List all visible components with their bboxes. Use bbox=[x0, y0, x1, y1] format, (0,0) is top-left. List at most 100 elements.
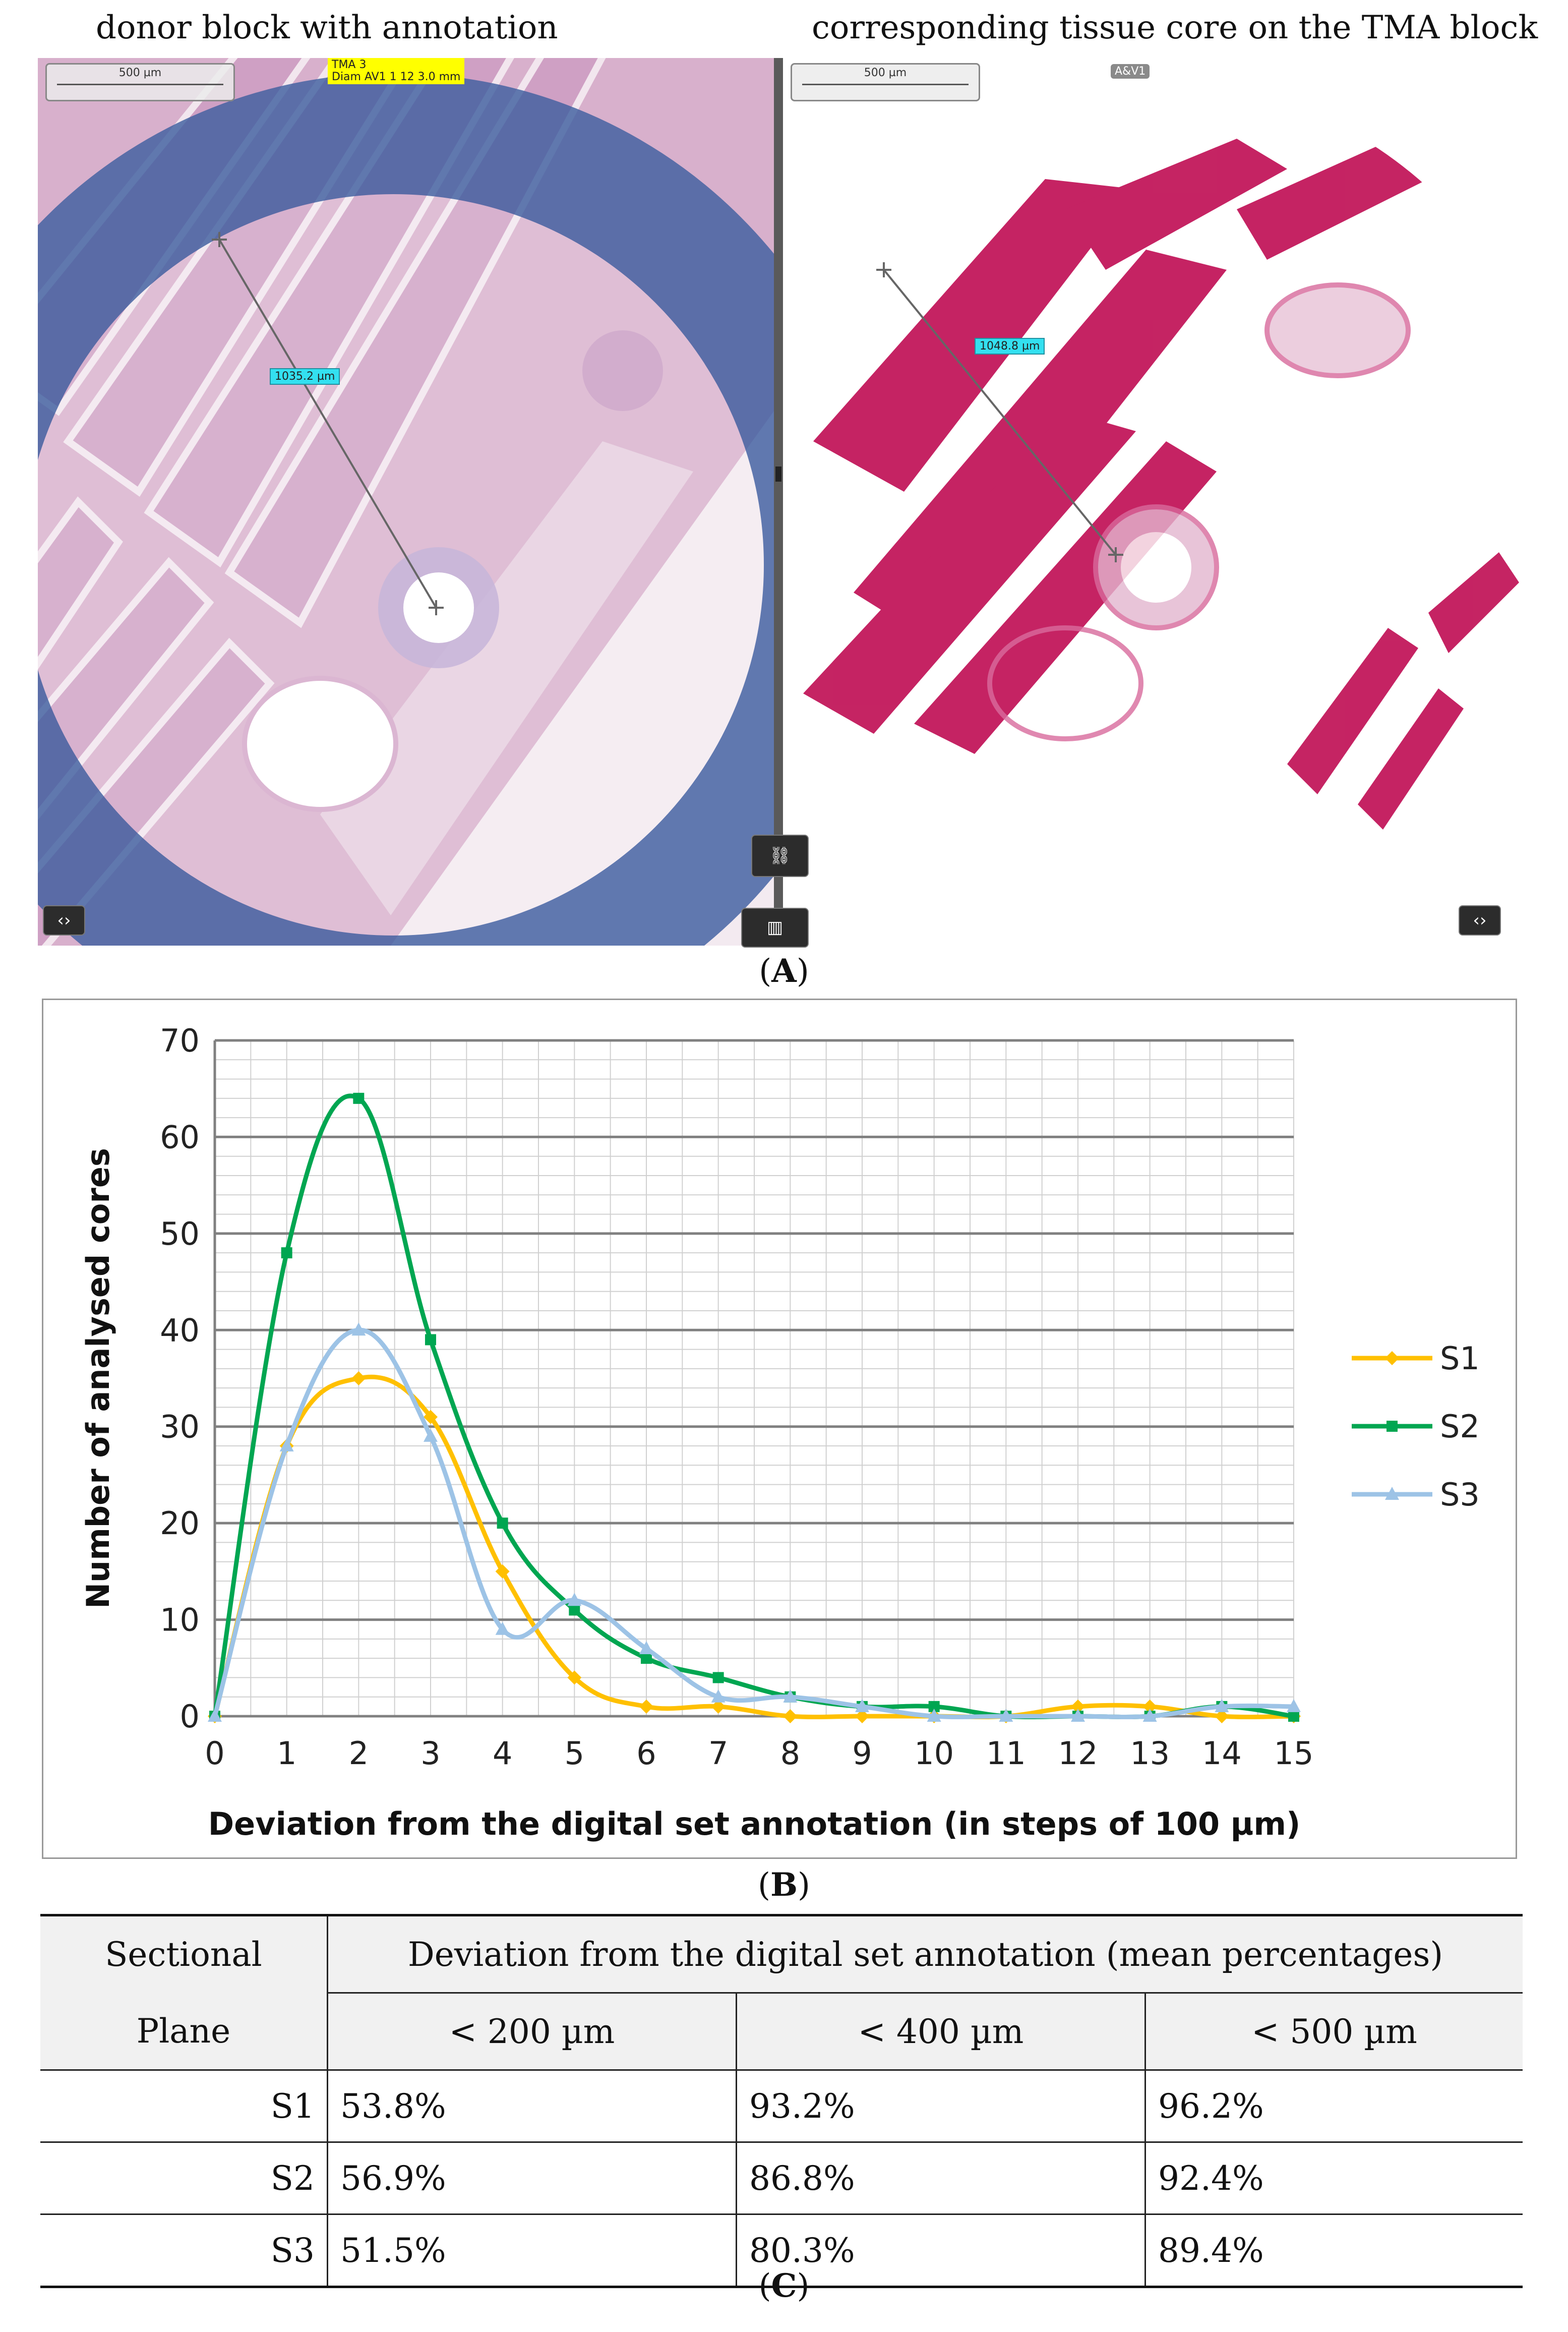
data-point-s1 bbox=[711, 1699, 726, 1714]
x-tick-label: 11 bbox=[986, 1735, 1026, 1772]
left-panel-caption: donor block with annotation bbox=[96, 9, 558, 46]
data-point-s3 bbox=[424, 1428, 438, 1442]
data-point-s1 bbox=[783, 1709, 798, 1723]
y-tick-label: 70 bbox=[160, 1022, 200, 1059]
data-point-s3 bbox=[567, 1593, 582, 1606]
table-row: S2 56.9% 86.8% 92.4% bbox=[40, 2141, 1523, 2215]
data-point-s3 bbox=[1071, 1709, 1085, 1722]
row-plane: S1 bbox=[40, 2069, 328, 2143]
y-tick-label: 60 bbox=[160, 1119, 200, 1155]
distance-measurement-label: 1035.2 µm bbox=[270, 368, 340, 385]
data-point-s1 bbox=[351, 1371, 366, 1385]
panel-b-label: (B) bbox=[757, 1866, 811, 1904]
viewer-divider[interactable] bbox=[774, 58, 783, 946]
distance-measurement-label: 1048.8 µm bbox=[975, 338, 1045, 355]
data-point-s3 bbox=[927, 1709, 941, 1722]
data-point-s1 bbox=[1071, 1699, 1085, 1714]
legend-label-s3: S3 bbox=[1440, 1476, 1480, 1513]
deviation-summary-table: Sectional Deviation from the digital set… bbox=[40, 1914, 1523, 2288]
y-tick-label: 40 bbox=[160, 1312, 200, 1349]
x-tick-label: 15 bbox=[1274, 1735, 1314, 1772]
y-tick-label: 0 bbox=[180, 1698, 200, 1735]
data-point-s3 bbox=[279, 1438, 294, 1451]
table-row: S1 53.8% 93.2% 96.2% bbox=[40, 2069, 1523, 2143]
header-deviation-group: Deviation from the digital set annotatio… bbox=[327, 1914, 1523, 1993]
header-sectional: Sectional bbox=[40, 1914, 328, 1993]
data-point-s1 bbox=[424, 1410, 438, 1424]
data-point-s2 bbox=[281, 1247, 292, 1259]
header-plane: Plane bbox=[40, 1993, 328, 2071]
data-point-s2 bbox=[928, 1701, 940, 1712]
data-point-s3 bbox=[351, 1322, 366, 1336]
grid-icon[interactable]: ▥ bbox=[741, 908, 809, 948]
data-point-s3 bbox=[855, 1699, 869, 1712]
cell-value: 86.8% bbox=[736, 2141, 1146, 2215]
data-point-s2 bbox=[712, 1672, 724, 1683]
x-tick-label: 7 bbox=[708, 1735, 728, 1772]
data-point-s3 bbox=[639, 1641, 653, 1654]
panel-a-label: (A) bbox=[759, 952, 809, 990]
data-point-s1 bbox=[567, 1670, 582, 1685]
subheader-200: < 200 µm bbox=[327, 1992, 737, 2071]
cell-value: 92.4% bbox=[1144, 2141, 1523, 2215]
data-point-s1 bbox=[495, 1564, 510, 1579]
x-tick-label: 8 bbox=[780, 1735, 800, 1772]
legend-label-s1: S1 bbox=[1440, 1340, 1480, 1377]
table-subheader-row: Plane < 200 µm < 400 µm < 500 µm bbox=[40, 1992, 1523, 2071]
legend-label-s2: S2 bbox=[1440, 1408, 1480, 1445]
cell-value: 96.2% bbox=[1144, 2069, 1523, 2143]
cell-value: 89.4% bbox=[1144, 2213, 1523, 2288]
row-plane: S3 bbox=[40, 2213, 328, 2288]
cell-value: 51.5% bbox=[327, 2213, 737, 2288]
legend-marker-s2 bbox=[1386, 1421, 1398, 1432]
scale-bar: 500 µm bbox=[791, 63, 980, 101]
right-panel-caption: corresponding tissue core on the TMA blo… bbox=[812, 9, 1538, 46]
series-line-s1 bbox=[212, 1374, 1294, 1720]
x-tick-label: 2 bbox=[349, 1735, 369, 1772]
data-point-s3 bbox=[783, 1689, 798, 1703]
x-tick-label: 0 bbox=[205, 1735, 224, 1772]
x-tick-label: 1 bbox=[277, 1735, 296, 1772]
x-tick-label: 14 bbox=[1202, 1735, 1242, 1772]
donor-tissue-image bbox=[38, 58, 774, 946]
data-point-s2 bbox=[569, 1604, 580, 1616]
panel-c-label: (C) bbox=[758, 2267, 810, 2305]
data-point-s1 bbox=[1215, 1709, 1229, 1723]
cell-value: 93.2% bbox=[736, 2069, 1146, 2143]
tma-core-viewer[interactable]: 500 µm A&V1 1048.8 µm ‹› bbox=[783, 58, 1520, 946]
data-point-s3 bbox=[495, 1621, 510, 1635]
cell-value: 53.8% bbox=[327, 2069, 737, 2143]
x-tick-label: 6 bbox=[636, 1735, 656, 1772]
legend-marker-s1 bbox=[1385, 1351, 1399, 1365]
donor-block-viewer[interactable]: 500 µm TMA 3 Diam AV1 1 12 3.0 mm 1035.2… bbox=[38, 58, 774, 946]
link-icon[interactable]: ⛓ bbox=[751, 835, 809, 877]
left-right-arrows-icon[interactable]: ‹› bbox=[1459, 905, 1501, 936]
subheader-400: < 400 µm bbox=[736, 1992, 1146, 2071]
core-id-tag: TMA 3 Diam AV1 1 12 3.0 mm bbox=[328, 58, 465, 84]
x-tick-label: 3 bbox=[420, 1735, 440, 1772]
data-point-s3 bbox=[711, 1689, 726, 1703]
scale-bar: 500 µm bbox=[45, 63, 235, 101]
chart-frame: 0 10 20 30 40 50 60 70 0 1 2 3 4 5 6 7 8 9 10 11 12 13 14 15 Dev… bbox=[42, 999, 1517, 1859]
data-point-s1 bbox=[1142, 1699, 1157, 1714]
data-point-s2 bbox=[497, 1518, 508, 1529]
x-tick-label: 4 bbox=[493, 1735, 512, 1772]
data-point-s3 bbox=[999, 1709, 1013, 1722]
x-tick-label: 9 bbox=[852, 1735, 872, 1772]
data-point-s3 bbox=[1142, 1709, 1157, 1722]
data-point-s1 bbox=[855, 1709, 869, 1723]
x-tick-label: 10 bbox=[914, 1735, 954, 1772]
core-id-tag: A&V1 bbox=[1111, 64, 1150, 79]
cell-value: 80.3% bbox=[736, 2213, 1146, 2288]
y-axis-title: Number of analysed cores bbox=[80, 1148, 116, 1609]
table-header-row: Sectional Deviation from the digital set… bbox=[40, 1914, 1523, 1993]
y-tick-label: 50 bbox=[160, 1215, 200, 1252]
divider-handle[interactable] bbox=[775, 467, 781, 482]
data-point-s3 bbox=[208, 1709, 222, 1722]
data-point-s3 bbox=[1215, 1699, 1229, 1712]
data-point-s2 bbox=[353, 1092, 365, 1104]
tma-core-image bbox=[803, 119, 1519, 830]
table-row: S3 51.5% 80.3% 89.4% bbox=[40, 2213, 1523, 2288]
left-right-arrows-icon[interactable]: ‹› bbox=[43, 905, 85, 936]
